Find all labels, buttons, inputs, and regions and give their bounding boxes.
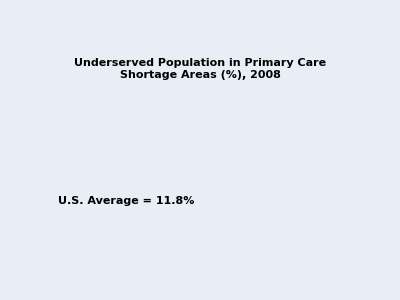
Text: U.S. Average = 11.8%: U.S. Average = 11.8% bbox=[58, 196, 194, 206]
Text: Underserved Population in Primary Care
Shortage Areas (%), 2008: Underserved Population in Primary Care S… bbox=[74, 58, 326, 80]
